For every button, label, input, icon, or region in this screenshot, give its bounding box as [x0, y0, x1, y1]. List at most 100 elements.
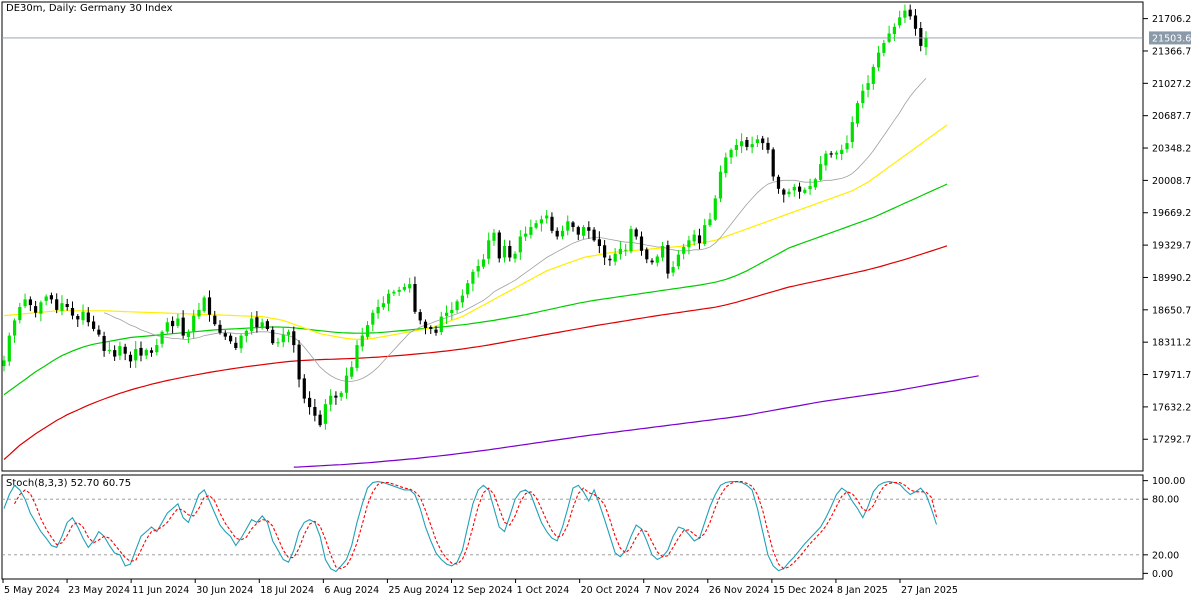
x-tick-label: 30 Jun 2024 — [196, 585, 253, 596]
candle — [608, 255, 612, 266]
candle — [481, 254, 486, 269]
x-tick-label: 11 Jun 2024 — [132, 585, 189, 596]
candle — [371, 309, 375, 332]
candle — [745, 137, 749, 151]
x-tick-label: 7 Nov 2024 — [645, 585, 700, 596]
candle — [539, 215, 543, 232]
stoch-title: Stoch(8,3,3) 52.70 60.75 — [6, 478, 132, 489]
x-tick-label: 12 Sep 2024 — [453, 585, 513, 596]
candle — [497, 230, 501, 263]
candle — [55, 293, 59, 314]
candle — [207, 290, 212, 322]
candle — [76, 314, 80, 328]
candle — [176, 313, 180, 329]
candle — [887, 25, 891, 44]
candle — [676, 250, 680, 270]
candle — [276, 337, 280, 347]
candle — [445, 305, 449, 324]
price-tick-label: 17632.2 — [1152, 402, 1191, 413]
candle — [882, 39, 886, 57]
candle — [28, 296, 32, 312]
candle — [128, 351, 133, 368]
candle — [308, 391, 312, 415]
candle — [155, 338, 159, 356]
candle — [560, 225, 565, 240]
candle — [545, 210, 549, 224]
candle — [149, 347, 154, 357]
candle — [639, 231, 644, 256]
candle — [913, 9, 918, 36]
candle — [529, 219, 533, 239]
stoch-pane-frame — [1, 474, 1144, 580]
candle — [450, 302, 454, 320]
candle — [655, 254, 659, 267]
candle — [244, 329, 248, 343]
candle — [455, 299, 459, 313]
candle — [919, 22, 923, 52]
candle — [7, 332, 11, 366]
candle — [329, 389, 333, 412]
candle — [49, 292, 53, 304]
candle — [366, 321, 370, 340]
candle — [434, 325, 438, 336]
candle — [397, 286, 401, 296]
candle — [755, 135, 759, 147]
candle — [877, 45, 881, 72]
price-tick-label: 17971.7 — [1152, 370, 1191, 381]
candle — [898, 10, 902, 29]
candle — [687, 235, 691, 255]
candle — [845, 135, 849, 153]
candle — [834, 150, 839, 160]
candle — [387, 289, 391, 312]
candle — [360, 327, 364, 352]
candle — [682, 243, 686, 260]
candle — [113, 345, 117, 361]
candle — [582, 224, 586, 240]
candle — [223, 330, 227, 340]
candle — [186, 329, 190, 344]
stoch-signal-line — [14, 481, 938, 570]
candle — [613, 248, 617, 266]
candle — [286, 329, 291, 343]
candle — [466, 279, 470, 299]
x-tick-label: 5 May 2024 — [4, 585, 60, 596]
candle — [829, 151, 833, 158]
candle — [571, 220, 575, 232]
candle — [866, 75, 870, 98]
candle — [192, 309, 196, 339]
candle — [750, 136, 754, 154]
candle — [508, 240, 512, 262]
candle — [23, 293, 27, 309]
candle — [718, 165, 723, 203]
candle — [724, 152, 728, 178]
candle — [171, 316, 175, 334]
x-tick-label: 1 Oct 2024 — [517, 585, 570, 596]
candle — [787, 188, 791, 198]
candle — [271, 326, 275, 345]
candle — [908, 4, 912, 20]
x-tick-label: 15 Dec 2024 — [773, 585, 834, 596]
candle — [70, 301, 75, 320]
candle — [492, 229, 496, 246]
candle — [339, 391, 343, 401]
candle — [39, 300, 43, 322]
stoch-tick-label: 0.00 — [1152, 569, 1173, 580]
price-tick-label: 21706.2 — [1152, 14, 1191, 25]
candle — [798, 182, 802, 199]
candle — [550, 212, 554, 234]
ma-fast-line — [103, 78, 927, 382]
candle — [729, 148, 733, 164]
candle — [134, 341, 138, 368]
candle — [782, 188, 786, 203]
candle — [697, 228, 702, 250]
candle — [255, 311, 259, 333]
candle — [297, 340, 301, 388]
candle — [487, 232, 491, 265]
ma-yellow-line — [3, 124, 948, 340]
candle — [402, 283, 406, 292]
candle — [840, 144, 844, 161]
price-tick-label: 20687.7 — [1152, 111, 1191, 122]
candle — [892, 23, 896, 41]
x-tick-label: 26 Nov 2024 — [709, 585, 770, 596]
